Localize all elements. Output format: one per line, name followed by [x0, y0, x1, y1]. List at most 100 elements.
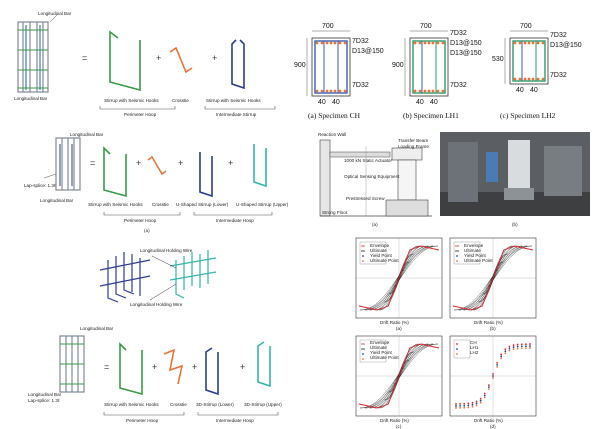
x-axis-label: Drift Ratio (%) [380, 320, 409, 325]
longitudinal-bar-label: Longitudinal Bar [38, 11, 72, 16]
x-axis-label: Drift Ratio (%) [474, 320, 503, 325]
3d-stirrup-cage-drawing [59, 335, 279, 416]
longitudinal-bar-label-bottom: Longitudinal Bar [28, 392, 62, 397]
3d-stirrup-upper-label: 3D-Stirrup (Upper) [244, 402, 282, 407]
legend-lh2: LH2 [470, 350, 479, 355]
legend-box [359, 339, 387, 363]
series-point [455, 405, 457, 407]
legend-swatch [362, 260, 364, 262]
legend-ultimate-point: Ultimate Point [464, 258, 493, 263]
legend-swatch [456, 255, 458, 257]
series-point [508, 347, 511, 350]
legend-swatch [362, 353, 364, 355]
legend-ch: CH [470, 340, 477, 345]
longitudinal-bar-label: Longitudinal Bar [70, 132, 104, 137]
bottom-bars-label: 7D32 [352, 82, 369, 89]
series-point [512, 348, 515, 351]
plus-sign: + [192, 362, 198, 372]
section-depth-dim: 900 [392, 62, 404, 69]
plus-sign: + [152, 362, 158, 372]
plot-caption: (d) [490, 424, 496, 429]
series-point [487, 386, 490, 389]
series-point [467, 404, 470, 407]
plus-sign: + [240, 362, 246, 372]
equals-sign: = [82, 53, 88, 63]
series-point [483, 396, 486, 399]
crosstie-label: Crosstie [172, 98, 189, 103]
lap-splice-label: Lap-splice: 1.3ℓ [24, 183, 56, 188]
legend-box [359, 241, 387, 265]
hysteresis-loop [364, 245, 434, 311]
optical-sensor-label: Optical Sensing Equipment [344, 174, 400, 179]
legend-swatch [362, 255, 364, 257]
cover-dim: 40 [332, 99, 340, 106]
transfer-beam-label: Transfer Beam [398, 138, 429, 143]
series-point [471, 405, 474, 408]
setup-caption-b: (b) [512, 222, 518, 227]
legend-box [453, 339, 471, 359]
legend-swatch [456, 260, 458, 262]
longitudinal-bar-label: Longitudinal Bar [80, 326, 114, 331]
bottom-bars-label: 7D32 [450, 82, 467, 89]
section-caption: (c) Specimen LH2 [500, 111, 556, 120]
legend-swatch [456, 343, 458, 345]
plot-caption: (a) [396, 326, 402, 331]
series-point [475, 404, 478, 407]
series-point [483, 392, 486, 395]
series-point [529, 343, 531, 345]
crosstie-label: Crosstie [152, 202, 169, 207]
hysteresis-loop [453, 245, 533, 311]
hysteresis-loop [463, 245, 523, 311]
figure-1-perimeter-hoop-assembly: Longitudinal Bar Longitudinal Bar = + + … [0, 0, 300, 130]
series-point [459, 402, 462, 405]
stirrup-label: Stirrup with Seismic Hooks [104, 402, 159, 407]
equals-sign: = [90, 158, 96, 168]
reaction-wall-label: Reaction Wall [318, 132, 347, 137]
legend-ultimate: Ultimate [370, 248, 387, 253]
cover-dim: 40 [530, 87, 538, 94]
cover-dim: 40 [318, 99, 326, 106]
top-bars-label: 7D32 [450, 30, 467, 37]
legend-yield: Yield Point [370, 253, 392, 258]
series-point [496, 363, 499, 366]
stirrup-label: Stirrup with Seismic Hooks [206, 98, 261, 103]
x-axis-label: Drift Ratio (%) [474, 418, 503, 423]
series-point [504, 348, 507, 351]
series-point [479, 401, 482, 404]
legend-ultimate: Ultimate [464, 248, 481, 253]
series-point [492, 375, 494, 377]
series-point [459, 406, 462, 409]
lap-splice-cage-drawing [43, 137, 273, 216]
figure-3-holding-wire: Longitudinal Holding Wire Longitudinal H… [0, 240, 300, 320]
test-setup-figure: Reaction Wall 1000 kN Static Actuator Tr… [300, 130, 600, 230]
x-axis-label: Drift Ratio (%) [380, 418, 409, 423]
series-point [529, 347, 531, 349]
series-point [508, 349, 511, 352]
legend-lh1: LH1 [470, 345, 479, 350]
column-cage-drawing [17, 13, 276, 110]
equals-sign: = [104, 362, 110, 372]
series-point [479, 397, 482, 400]
legend-swatch [456, 353, 458, 355]
legend-yield: Yield Point [370, 350, 392, 355]
prestressed-screw-label: Prestressed Screw [346, 196, 385, 201]
series-point [500, 355, 503, 358]
cover-dim: 40 [516, 87, 524, 94]
series-point [500, 357, 503, 360]
plus-sign: + [136, 158, 142, 168]
envelope-curve [452, 245, 534, 311]
legend-swatch [362, 358, 364, 360]
perimeter-hoop-label: Perimeter Hoop [124, 112, 157, 117]
photo-scene [440, 132, 590, 216]
figure-2-lap-splice-assembly: Longitudinal Bar Lap-splice: 1.3ℓ Longit… [0, 130, 300, 240]
stirrup-spacing-label: D13@150 [450, 50, 482, 57]
stirrup-spacing-label: D13@150 [550, 42, 582, 49]
legend-yield: Yield Point [464, 253, 486, 258]
series-point [471, 401, 474, 404]
series-point [471, 403, 474, 406]
3d-stirrup-lower-label: 3D-Stirrup (Lower) [196, 402, 234, 407]
series-point [508, 345, 511, 348]
u-stirrup-upper-label: U-Shaped Stirrup (Upper) [236, 202, 289, 207]
hysteresis-loop [379, 245, 419, 311]
section-depth-dim: 900 [294, 62, 306, 69]
